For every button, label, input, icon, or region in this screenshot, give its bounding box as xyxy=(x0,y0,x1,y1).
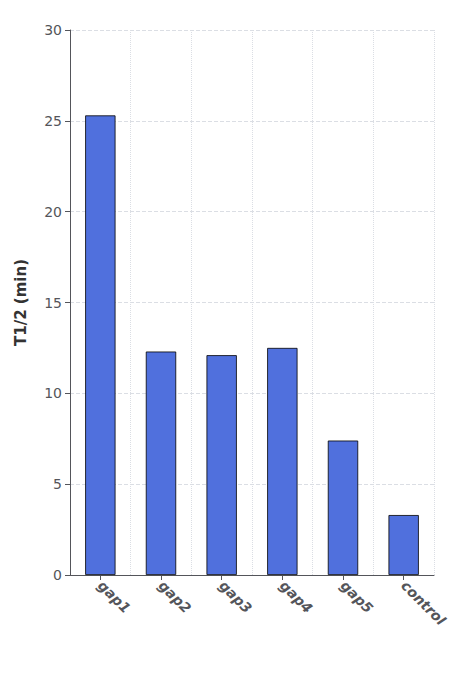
svg-text:10: 10 xyxy=(44,385,62,401)
svg-text:control: control xyxy=(398,577,449,628)
svg-text:gap4: gap4 xyxy=(277,577,316,616)
svg-text:0: 0 xyxy=(53,567,62,583)
svg-text:15: 15 xyxy=(44,295,62,311)
svg-text:gap1: gap1 xyxy=(95,577,134,616)
svg-text:5: 5 xyxy=(53,476,62,492)
svg-text:25: 25 xyxy=(44,113,62,129)
svg-text:20: 20 xyxy=(44,204,62,220)
svg-text:T1/2 (min): T1/2 (min) xyxy=(12,259,30,346)
svg-text:30: 30 xyxy=(44,22,62,38)
svg-text:gap5: gap5 xyxy=(337,577,376,616)
svg-text:gap2: gap2 xyxy=(155,577,194,616)
svg-text:gap3: gap3 xyxy=(216,577,255,616)
